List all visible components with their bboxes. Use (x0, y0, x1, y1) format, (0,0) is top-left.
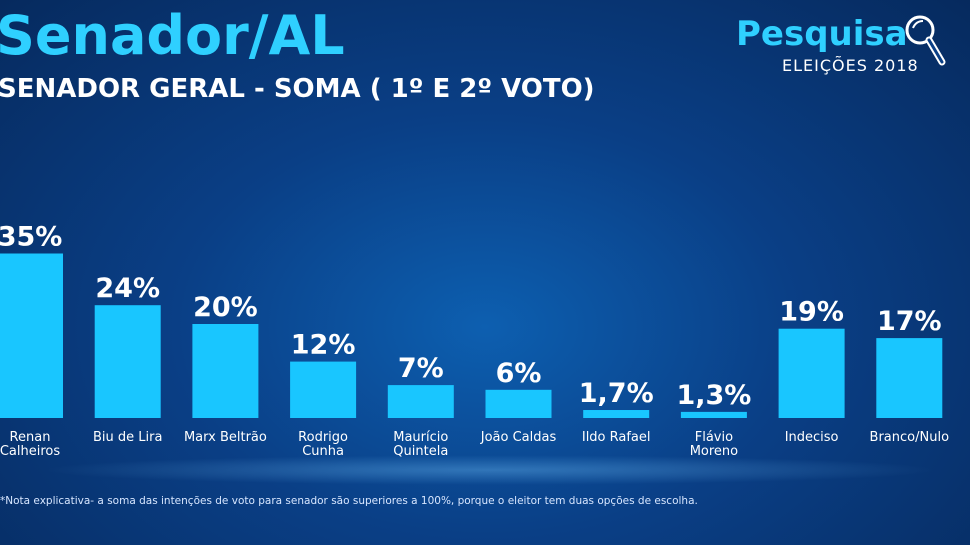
data-label: 12% (291, 330, 356, 361)
category-label-line: Flávio (695, 430, 733, 445)
page-title: Senador/AL (0, 4, 345, 67)
category-label-line: Branco/Nulo (870, 430, 950, 445)
category-label: Maurício Quintela (393, 430, 448, 459)
category-label: Renan Calheiros (0, 430, 60, 459)
bar (94, 305, 161, 418)
bar (387, 385, 454, 418)
category-label-line: Cunha (302, 444, 344, 459)
category-label-line: Maurício (393, 430, 448, 445)
floor-glow (40, 455, 940, 485)
bar (778, 328, 845, 418)
category-label-line: Moreno (690, 444, 738, 459)
data-label: 7% (398, 353, 444, 384)
data-label: 20% (193, 292, 258, 323)
category-label: Flávio Moreno (690, 430, 738, 459)
magnifier-icon (905, 15, 946, 66)
category-label-line: Calheiros (0, 444, 60, 459)
data-label: 24% (95, 273, 160, 304)
category-label: Indeciso (785, 430, 839, 445)
category-label: Branco/Nulo (870, 430, 950, 445)
bar (680, 411, 747, 418)
category-label-line: Quintela (393, 444, 448, 459)
data-label: 35% (0, 222, 62, 253)
data-label: 1,3% (676, 380, 751, 411)
bar (290, 361, 357, 418)
category-label: João Caldas (480, 430, 557, 445)
category-label: Biu de Lira (93, 430, 162, 445)
brand-logo: Pesquisa ELEIÇÕES 2018 (736, 12, 956, 82)
data-label: 19% (779, 297, 844, 328)
bar-chart: 35% Renan Calheiros 24% Biu de Lira 20% Marx B… (0, 222, 950, 459)
category-label: Rodrigo Cunha (298, 430, 348, 459)
footnote: *Nota explicativa- a soma das intenções … (0, 495, 698, 507)
page-subtitle: SENADOR GERAL - SOMA ( 1º E 2º VOTO) (0, 74, 595, 104)
bar (192, 324, 259, 418)
category-label-line: Ildo Rafael (582, 430, 651, 445)
category-label-line: Marx Beltrão (184, 430, 267, 445)
category-label-line: Biu de Lira (93, 430, 162, 445)
category-label-line: Rodrigo (298, 430, 348, 445)
category-label-line: Renan (10, 430, 51, 445)
bar (0, 253, 63, 418)
category-label-line: João Caldas (480, 430, 557, 445)
bar (876, 338, 943, 418)
category-label: Ildo Rafael (582, 430, 651, 445)
data-label: 6% (496, 358, 542, 389)
category-label-line: Indeciso (785, 430, 839, 445)
data-label: 17% (877, 306, 942, 337)
brand-name: Pesquisa (736, 14, 908, 54)
bar (583, 410, 650, 418)
brand-subtitle: ELEIÇÕES 2018 (782, 56, 919, 75)
bar (485, 389, 552, 418)
data-label: 1,7% (579, 378, 654, 409)
category-label: Marx Beltrão (184, 430, 267, 445)
